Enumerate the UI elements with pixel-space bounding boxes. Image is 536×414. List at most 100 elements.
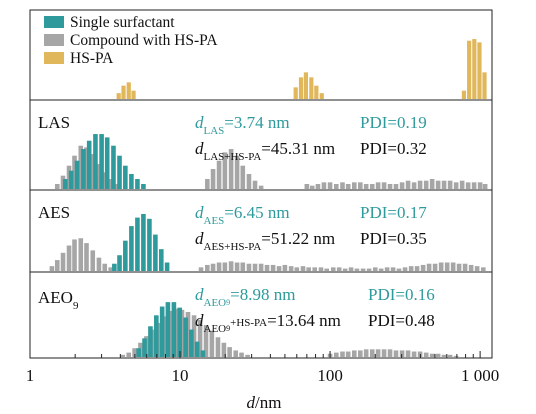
bar	[405, 180, 411, 189]
legend-label: Compound with HS-PA	[70, 32, 218, 49]
bar	[126, 352, 132, 357]
bar	[360, 268, 366, 271]
series-single-surfactant	[136, 302, 206, 357]
bar	[351, 350, 357, 357]
bar	[459, 180, 465, 189]
pdi-annotation: PDI=0.48	[368, 311, 435, 330]
legend-label: HS-PA	[70, 50, 114, 67]
bar	[304, 184, 310, 189]
bar	[438, 262, 444, 271]
series-single-surfactant	[63, 134, 146, 189]
bar	[93, 134, 98, 189]
legend-item: HS-PA	[44, 50, 114, 67]
bar	[135, 179, 140, 189]
bar	[336, 267, 342, 271]
bar	[369, 184, 375, 189]
size-annotation: dLAS=3.74 nm	[195, 113, 290, 137]
bar	[54, 260, 60, 271]
bar	[116, 93, 121, 99]
bar	[456, 263, 462, 271]
bar	[276, 266, 282, 271]
bar	[461, 90, 467, 99]
panel-label: LAS	[38, 113, 70, 132]
bar	[318, 267, 324, 271]
bar	[333, 352, 339, 357]
size-annotation: dAEO9+HS-PA=13.64 nm	[195, 311, 341, 335]
bar	[477, 182, 483, 189]
bar	[324, 268, 330, 271]
bar	[78, 145, 84, 189]
bar	[264, 264, 270, 271]
panel-annotations: dAEO9=8.98 nm PDI=0.16 dAEO9+HS-PA=13.64 n…	[195, 285, 435, 335]
series-hs-pa	[116, 39, 487, 99]
bar	[330, 267, 336, 271]
bar	[393, 184, 399, 189]
bar	[378, 268, 384, 271]
bar	[465, 182, 471, 189]
bar	[282, 264, 288, 271]
bar	[129, 226, 134, 271]
bar	[191, 315, 197, 357]
bar	[203, 325, 209, 357]
bar	[354, 268, 360, 271]
pdi-annotation: PDI=0.19	[360, 113, 427, 132]
bar	[112, 263, 117, 271]
bar	[135, 217, 140, 271]
legend-item: Compound with HS-PA	[44, 32, 218, 49]
bar	[288, 266, 294, 271]
bar	[68, 170, 74, 189]
bar	[381, 349, 387, 357]
bar	[381, 182, 387, 189]
size-annotation: dAEO9=8.98 nm	[195, 285, 295, 309]
bar	[123, 240, 128, 271]
bar	[357, 182, 363, 189]
pdi-annotation: PDI=0.35	[360, 229, 427, 248]
bar	[390, 267, 396, 271]
bar	[153, 234, 158, 271]
bar	[429, 179, 435, 189]
bar	[474, 266, 480, 271]
bar	[216, 160, 222, 189]
bar	[423, 352, 429, 357]
bar	[258, 185, 264, 189]
bar	[462, 263, 468, 271]
bar	[447, 180, 453, 189]
bar	[314, 85, 319, 99]
bar	[63, 179, 68, 189]
bar	[132, 348, 137, 357]
pdi-annotation: PDI=0.32	[360, 139, 427, 158]
legend-label: Single surfactant	[70, 14, 175, 31]
bar	[450, 262, 456, 271]
bar	[447, 354, 453, 357]
bar	[126, 82, 131, 99]
bar	[472, 39, 477, 99]
bar	[467, 40, 472, 99]
bar	[441, 354, 447, 357]
bar	[123, 165, 128, 189]
bar	[104, 137, 110, 189]
bar	[120, 354, 126, 357]
bar	[215, 337, 221, 357]
bar	[468, 264, 474, 271]
bar	[222, 262, 228, 271]
bar	[387, 349, 393, 357]
panel-annotations: dAES=6.45 nm PDI=0.17 dAES+HS-PA=51.22 nm P…	[195, 203, 427, 253]
bar	[298, 77, 304, 99]
bar	[72, 155, 77, 189]
panel-annotations: dLAS=3.74 nm PDI=0.19 dLAS+HS-PA=45.31 nm P…	[195, 113, 427, 163]
bar	[142, 338, 147, 357]
bar	[234, 155, 240, 189]
bar	[423, 180, 429, 189]
bar	[194, 341, 200, 357]
bar	[171, 302, 177, 357]
bar	[417, 180, 423, 189]
x-tick-label: 100	[317, 366, 343, 385]
bar	[293, 87, 298, 99]
bar	[114, 184, 120, 189]
bar	[96, 257, 102, 271]
bar	[183, 317, 188, 357]
bar	[453, 355, 459, 357]
x-axis-label: d/nm	[247, 393, 282, 412]
bar	[60, 175, 66, 189]
bar	[399, 182, 405, 189]
